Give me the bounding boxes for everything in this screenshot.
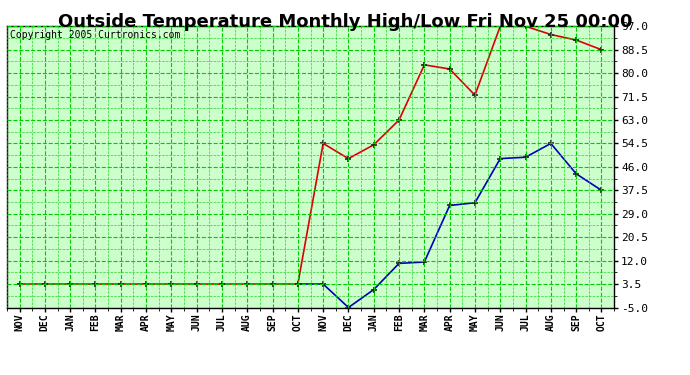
Text: Copyright 2005 Curtronics.com: Copyright 2005 Curtronics.com [10,30,180,40]
Text: Outside Temperature Monthly High/Low Fri Nov 25 00:00: Outside Temperature Monthly High/Low Fri… [58,13,632,31]
